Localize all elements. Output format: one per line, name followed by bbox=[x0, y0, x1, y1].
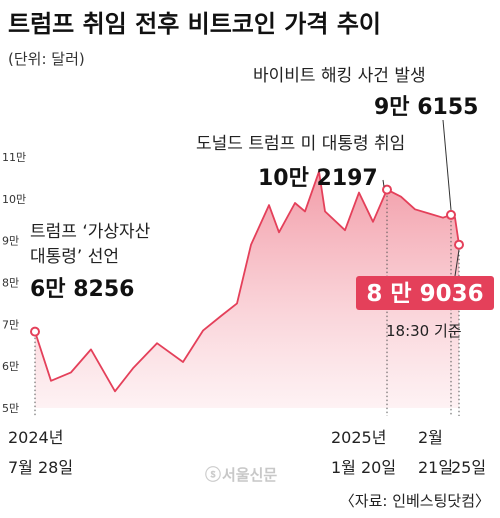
annotation-value: 9만 6155 bbox=[374, 95, 478, 120]
x-tick-label: 25일 bbox=[451, 458, 486, 477]
event-marker bbox=[382, 184, 392, 195]
y-tick-label: 10만 bbox=[2, 193, 26, 206]
annotation-leader bbox=[382, 179, 385, 187]
annotation-value: 10만 2197 bbox=[258, 166, 378, 191]
y-tick-label: 11만 bbox=[2, 151, 26, 164]
value-badge bbox=[356, 276, 494, 310]
y-axis: 5만 6만 7만 8만 9만 10만 11만 bbox=[2, 151, 26, 415]
watermark-logo: ⓢ bbox=[205, 465, 221, 484]
event-marker bbox=[454, 239, 464, 250]
price-area-fill bbox=[35, 171, 459, 408]
annotation-leader bbox=[454, 249, 460, 277]
guide-lines bbox=[34, 195, 460, 416]
y-tick-label: 6만 bbox=[2, 360, 19, 373]
y-tick-label: 7만 bbox=[2, 318, 19, 331]
chart-title: 트럼프 취임 전후 비트코인 가격 추이 bbox=[8, 10, 381, 38]
annotation-text: 대통령’ 선언 bbox=[30, 247, 119, 267]
annotation-value: 6만 8256 bbox=[30, 277, 134, 302]
source-note: 〈자료: 인베스팅닷컴〉 bbox=[339, 492, 490, 510]
watermark-text: 서울신문 bbox=[222, 466, 277, 484]
event-marker bbox=[446, 209, 456, 220]
x-tick-label: 7월 28일 bbox=[8, 458, 73, 477]
x-tick-label: 2월 bbox=[418, 428, 443, 447]
x-tick-label: 21일 bbox=[418, 458, 453, 477]
x-tick-label: 2024년 bbox=[8, 428, 63, 447]
annotation-leader bbox=[442, 119, 452, 210]
y-tick-label: 5만 bbox=[2, 402, 19, 415]
annotation-note: 18:30 기준 bbox=[386, 322, 462, 340]
annotation-text: 바이비트 해킹 사건 발생 bbox=[253, 66, 426, 86]
event-marker bbox=[30, 326, 40, 337]
x-tick-label: 1월 20일 bbox=[331, 458, 396, 477]
y-tick-label: 9만 bbox=[2, 235, 19, 248]
annotation-value: 8 만 9036 bbox=[366, 281, 483, 307]
price-line bbox=[34, 170, 460, 393]
event-markers bbox=[30, 184, 464, 337]
annotation-text: 도널드 트럼프 미 대통령 취임 bbox=[196, 134, 405, 154]
x-tick-label: 2025년 bbox=[331, 428, 386, 447]
unit-label: (단위: 달러) bbox=[8, 50, 85, 68]
y-tick-label: 8만 bbox=[2, 277, 19, 290]
annotation-text: 트럼프 ‘가상자산 bbox=[30, 222, 151, 242]
